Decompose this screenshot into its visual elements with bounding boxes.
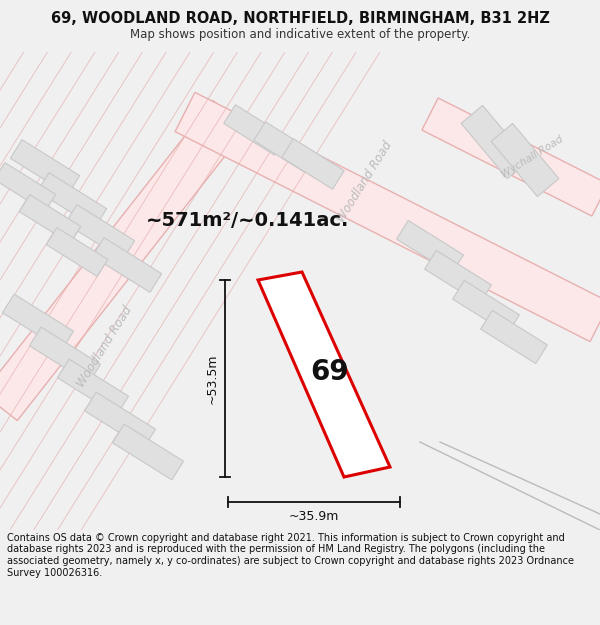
Polygon shape (2, 294, 74, 350)
Polygon shape (85, 392, 155, 448)
Polygon shape (461, 106, 529, 179)
Polygon shape (46, 228, 108, 276)
Polygon shape (29, 327, 101, 383)
Polygon shape (452, 281, 520, 334)
Text: ~35.9m: ~35.9m (289, 510, 339, 523)
Polygon shape (58, 359, 128, 415)
Text: Map shows position and indicative extent of the property.: Map shows position and indicative extent… (130, 28, 470, 41)
Text: 69, WOODLAND ROAD, NORTHFIELD, BIRMINGHAM, B31 2HZ: 69, WOODLAND ROAD, NORTHFIELD, BIRMINGHA… (50, 11, 550, 26)
Polygon shape (19, 194, 81, 243)
Polygon shape (258, 272, 390, 477)
Text: Wychall Road: Wychall Road (499, 134, 565, 180)
Polygon shape (491, 123, 559, 197)
Polygon shape (282, 139, 344, 189)
Polygon shape (224, 105, 286, 155)
Text: Contains OS data © Crown copyright and database right 2021. This information is : Contains OS data © Crown copyright and d… (7, 533, 574, 578)
Text: 69: 69 (311, 358, 349, 386)
Polygon shape (10, 139, 80, 194)
Polygon shape (0, 101, 247, 421)
Polygon shape (425, 251, 491, 304)
Polygon shape (112, 424, 184, 480)
Polygon shape (92, 238, 161, 292)
Text: Woodland Road: Woodland Road (335, 139, 395, 225)
Text: ~571m²/~0.141ac.: ~571m²/~0.141ac. (146, 211, 350, 229)
Polygon shape (0, 162, 56, 211)
Text: ~53.5m: ~53.5m (206, 353, 219, 404)
Polygon shape (65, 204, 134, 259)
Polygon shape (37, 173, 107, 228)
Text: Woodland Road: Woodland Road (75, 304, 135, 390)
Polygon shape (422, 98, 600, 216)
Polygon shape (254, 122, 316, 172)
Polygon shape (481, 311, 547, 364)
Polygon shape (175, 92, 600, 342)
Polygon shape (397, 221, 463, 274)
